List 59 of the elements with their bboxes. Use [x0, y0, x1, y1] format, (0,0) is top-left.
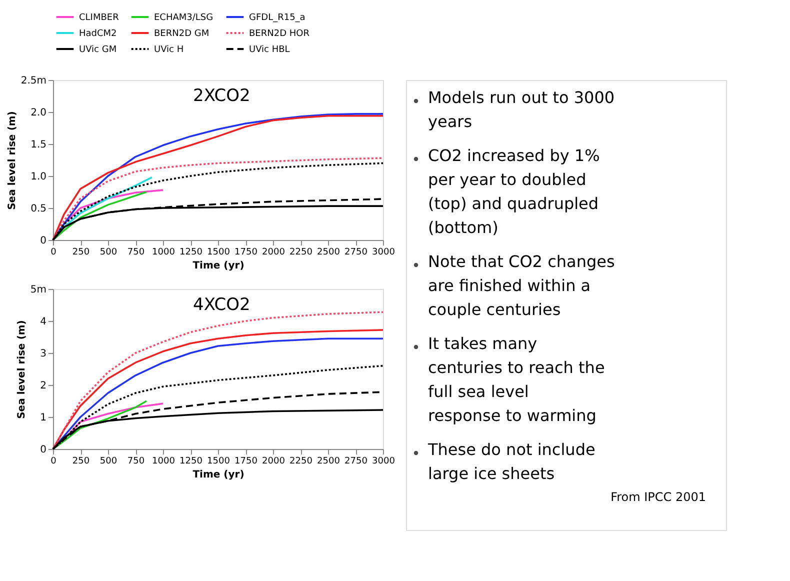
x-tick-label: 750 — [127, 456, 145, 466]
x-tick-label: 2000 — [262, 248, 286, 258]
text: CO2 increased by 1% per year to doubled (top) and quadrupled (bottom) — [428, 146, 600, 237]
legend-label: BERN2D GM — [154, 29, 210, 39]
y-tick-label: 0.5 — [30, 204, 46, 214]
y-axis-title: Sea level rise (m) — [6, 111, 18, 210]
x-tick-label: 0 — [50, 248, 57, 258]
x-tick-label: 3000 — [372, 456, 396, 466]
x-axis-title: Time (yr) — [192, 470, 244, 480]
y-tick-label: 5m — [30, 284, 46, 296]
legend-label: UVic HBL — [249, 45, 290, 55]
x-tick-label: 2000 — [262, 456, 286, 466]
legend-label: UVic H — [154, 45, 184, 55]
y-tick-label: 1.0 — [30, 172, 46, 182]
legend-label: GFDL_R15_a — [249, 13, 306, 23]
text: Models run out to 3000 years — [428, 88, 615, 131]
x-tick-label: 500 — [100, 248, 118, 258]
y-tick-label: 0 — [40, 444, 46, 456]
x-tick-label: 2500 — [317, 456, 340, 466]
x-tick-label: 0 — [50, 456, 57, 466]
y-tick-label: 0 — [40, 236, 46, 246]
text: It takes many centuries to reach the full sea level response to warming — [428, 334, 605, 425]
legend-label: ECHAM3/LSG — [154, 13, 214, 23]
x-tick-label: 500 — [100, 456, 118, 466]
x-tick-label: 2500 — [317, 248, 340, 258]
y-tick-label: 1.5 — [30, 140, 46, 150]
text: These do not include large ice sheets — [427, 440, 596, 483]
x-tick-label: 2250 — [290, 248, 313, 258]
x-tick-label: 1500 — [207, 248, 230, 258]
legend-label: BERN2D HOR — [249, 29, 310, 39]
annotation: 2XCO2 — [193, 86, 250, 106]
x-tick-label: 2250 — [290, 456, 313, 466]
y-tick-label: 1 — [40, 412, 46, 424]
x-tick-label: 250 — [72, 456, 90, 466]
text: From IPCC 2001 — [610, 490, 706, 504]
x-axis-title: Time (yr) — [192, 260, 244, 272]
y-tick-label: 2.0 — [30, 108, 46, 118]
legend-label: CLIMBER — [79, 13, 119, 23]
x-tick-label: 1000 — [152, 248, 176, 258]
x-tick-label: 250 — [72, 248, 90, 258]
x-tick-label: 2750 — [344, 248, 368, 258]
x-tick-label: 3000 — [372, 248, 396, 258]
y-tick-label: 3 — [40, 348, 46, 360]
annotation: 4XCO2 — [193, 295, 250, 315]
legend-label: UVic GM — [79, 45, 117, 55]
x-tick-label: 750 — [127, 248, 145, 258]
y-axis-title: Sea level rise (m) — [16, 320, 28, 419]
x-tick-label: 1750 — [234, 248, 258, 258]
x-tick-label: 1750 — [234, 456, 258, 466]
legend-label: HadCM2 — [79, 29, 117, 39]
x-tick-label: 2750 — [344, 456, 368, 466]
x-tick-label: 1500 — [207, 456, 230, 466]
x-tick-label: 1250 — [180, 456, 203, 466]
y-tick-label: 2 — [40, 380, 46, 392]
text: Note that CO2 changes are finished within a couple centuries — [428, 252, 615, 319]
x-tick-label: 1000 — [152, 456, 176, 466]
x-tick-label: 1250 — [180, 248, 203, 258]
y-tick-label: 2.5m — [20, 76, 46, 86]
y-tick-label: 4 — [40, 316, 46, 328]
